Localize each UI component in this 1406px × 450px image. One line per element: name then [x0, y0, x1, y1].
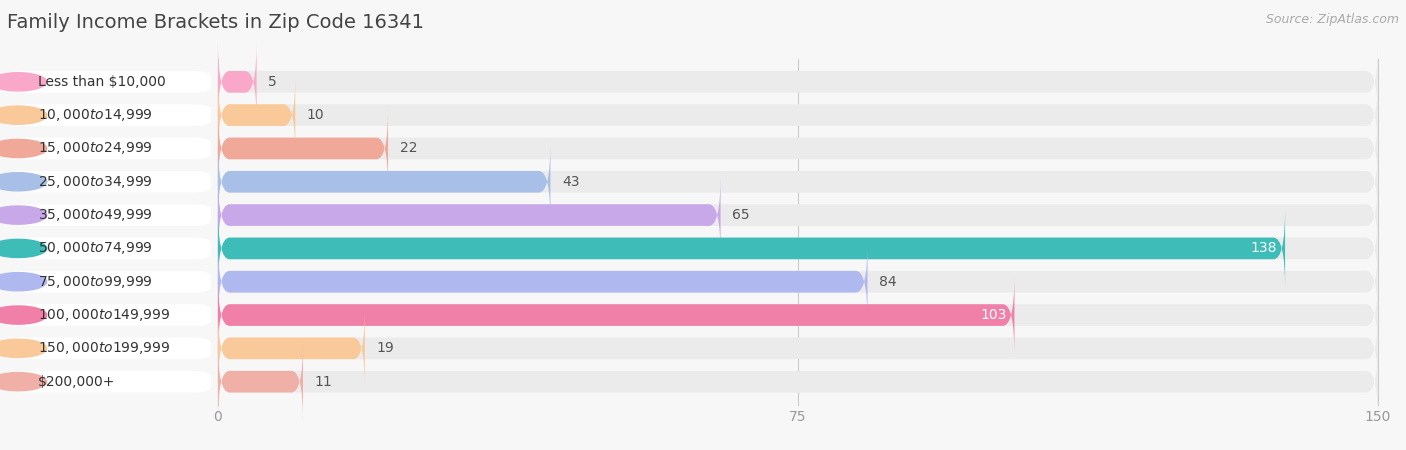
Text: 84: 84 — [879, 275, 897, 289]
FancyBboxPatch shape — [218, 143, 551, 221]
FancyBboxPatch shape — [218, 76, 295, 154]
Text: Source: ZipAtlas.com: Source: ZipAtlas.com — [1265, 14, 1399, 27]
FancyBboxPatch shape — [218, 342, 1378, 421]
FancyBboxPatch shape — [218, 309, 366, 387]
Text: 65: 65 — [733, 208, 749, 222]
Text: Less than $10,000: Less than $10,000 — [38, 75, 166, 89]
Text: $15,000 to $24,999: $15,000 to $24,999 — [38, 140, 153, 157]
FancyBboxPatch shape — [218, 209, 1378, 288]
Text: $150,000 to $199,999: $150,000 to $199,999 — [38, 340, 170, 356]
Text: $100,000 to $149,999: $100,000 to $149,999 — [38, 307, 170, 323]
Text: 22: 22 — [399, 141, 418, 155]
Text: 103: 103 — [980, 308, 1007, 322]
FancyBboxPatch shape — [218, 76, 1378, 154]
FancyBboxPatch shape — [218, 342, 304, 421]
FancyBboxPatch shape — [218, 109, 1378, 188]
FancyBboxPatch shape — [218, 176, 1378, 254]
FancyBboxPatch shape — [218, 276, 1014, 354]
FancyBboxPatch shape — [218, 43, 1378, 121]
Text: 43: 43 — [562, 175, 579, 189]
Text: $50,000 to $74,999: $50,000 to $74,999 — [38, 240, 153, 256]
FancyBboxPatch shape — [218, 176, 721, 254]
Text: 10: 10 — [307, 108, 325, 122]
FancyBboxPatch shape — [218, 109, 388, 188]
Text: $35,000 to $49,999: $35,000 to $49,999 — [38, 207, 153, 223]
Text: $10,000 to $14,999: $10,000 to $14,999 — [38, 107, 153, 123]
FancyBboxPatch shape — [218, 143, 1378, 221]
FancyBboxPatch shape — [218, 209, 1285, 288]
FancyBboxPatch shape — [218, 309, 1378, 387]
FancyBboxPatch shape — [218, 243, 868, 321]
Text: 138: 138 — [1251, 241, 1278, 256]
FancyBboxPatch shape — [218, 43, 257, 121]
Text: $25,000 to $34,999: $25,000 to $34,999 — [38, 174, 153, 190]
FancyBboxPatch shape — [218, 243, 1378, 321]
Text: Family Income Brackets in Zip Code 16341: Family Income Brackets in Zip Code 16341 — [7, 14, 425, 32]
FancyBboxPatch shape — [218, 276, 1378, 354]
Text: 11: 11 — [315, 375, 332, 389]
Text: $75,000 to $99,999: $75,000 to $99,999 — [38, 274, 153, 290]
Text: 19: 19 — [377, 342, 394, 356]
Text: $200,000+: $200,000+ — [38, 375, 115, 389]
Text: 5: 5 — [269, 75, 277, 89]
